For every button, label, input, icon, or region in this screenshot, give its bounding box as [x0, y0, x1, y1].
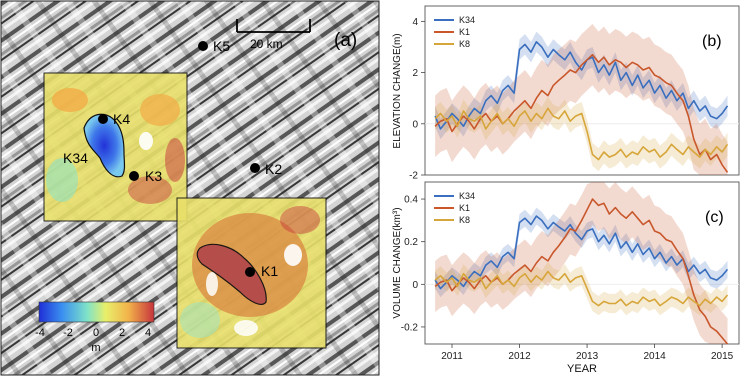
- site-label-k1: K1: [261, 263, 278, 279]
- k34-glacier-outline: [83, 113, 126, 178]
- site-marker-k5: [198, 41, 208, 51]
- panel-label-c: (c): [705, 209, 724, 226]
- panel-label-a: (a): [334, 30, 357, 51]
- xlabel-c: YEAR: [567, 363, 597, 375]
- site-marker-k4: [98, 114, 108, 124]
- series-line-k8: [434, 270, 729, 307]
- series-band-k1: [435, 182, 728, 344]
- series-band-k8: [435, 96, 728, 172]
- site-label-k34: K34: [63, 150, 88, 166]
- series-line-k8: [434, 107, 729, 161]
- chart-b-yaxis: -2 0 2 4: [409, 17, 425, 182]
- colorbar-tick-label: 0: [93, 327, 99, 339]
- series-band-k34: [435, 31, 728, 140]
- chart-c-yaxis: -0.2 0 0.2 0.4: [401, 195, 425, 333]
- legend-label-k8: K8: [459, 215, 470, 225]
- scale-bar-label: 20 km: [250, 37, 283, 51]
- colorbar-ramp: [38, 301, 155, 323]
- site-label-k5: K5: [213, 38, 230, 54]
- x-tick-label: 2013: [576, 351, 599, 362]
- y-tick-label: 0: [412, 119, 418, 130]
- map-panel: 20 km (a) K5 K4 K34 K3 K2 K1 -4 -2 0 2 4…: [0, 0, 380, 376]
- legend-label-k1: K1: [459, 203, 470, 213]
- series-line-k34: [434, 40, 729, 130]
- site-marker-k1: [245, 267, 255, 277]
- y-tick-label: 2: [412, 68, 418, 79]
- series-band-k1: [435, 23, 728, 176]
- series-band-k34: [435, 207, 728, 298]
- chart-b-legend: K34 K1 K8: [434, 15, 475, 49]
- scale-bar: 20 km: [236, 19, 311, 51]
- colorbar-tick-label: -2: [63, 327, 73, 339]
- y-tick-label: -2: [409, 171, 418, 182]
- y-tick-label: 0.2: [404, 237, 418, 248]
- site-markers: K5 K4 K34 K3 K2 K1: [63, 38, 282, 279]
- series-band-k8: [435, 261, 728, 316]
- map-frame: [0, 0, 380, 376]
- x-tick-label: 2014: [643, 351, 666, 362]
- elevation-overlay-k34: [43, 72, 188, 222]
- site-marker-k3: [129, 171, 139, 181]
- y-tick-label: -0.2: [401, 322, 419, 333]
- ylabel-b: ELEVATION CHANGE(m): [392, 33, 403, 148]
- chart-c: K34 K1 K8 (c) VOLUME CHANGE(km³) -0.2 0 0.…: [392, 181, 740, 375]
- colorbar-tick-label: 4: [145, 327, 151, 339]
- ylabel-c: VOLUME CHANGE(km³): [392, 207, 403, 318]
- chart-c-frame: [424, 181, 740, 345]
- legend-label-k34: K34: [459, 191, 475, 201]
- site-label-k2: K2: [265, 161, 282, 177]
- colorbar-unit: m: [91, 342, 100, 354]
- legend-label-k34: K34: [459, 15, 475, 25]
- legend-label-k8: K8: [459, 39, 470, 49]
- series-line-k34: [434, 215, 729, 290]
- panel-label-b: (b): [702, 33, 722, 50]
- colorbar: -4 -2 0 2 4 m: [35, 301, 155, 354]
- x-tick-label: 2012: [508, 351, 531, 362]
- legend-label-k1: K1: [459, 27, 470, 37]
- chart-b-plot: [425, 23, 739, 176]
- k1-glacier-outline: [196, 243, 267, 305]
- series-line-k1: [434, 198, 729, 345]
- chart-c-xaxis: 2011 2012 2013 2014 2015: [441, 344, 734, 362]
- colorbar-tick-label: -4: [35, 327, 45, 339]
- y-tick-label: 4: [412, 17, 418, 28]
- series-line-k1: [434, 53, 729, 173]
- chart-c-plot: [425, 182, 739, 345]
- colorbar-tick-label: 2: [119, 327, 125, 339]
- y-tick-label: 0: [412, 280, 418, 291]
- chart-b-frame: [424, 5, 740, 176]
- y-tick-label: 0.4: [404, 195, 418, 206]
- site-marker-k2: [250, 163, 260, 173]
- chart-b: K34 K1 K8 (b) ELEVATION CHANGE(m) -2 0 2 4: [392, 5, 740, 182]
- x-tick-label: 2015: [711, 351, 734, 362]
- x-tick-label: 2011: [441, 351, 463, 362]
- site-label-k4: K4: [113, 111, 130, 127]
- site-label-k3: K3: [145, 168, 162, 184]
- chart-c-legend: K34 K1 K8: [434, 191, 475, 225]
